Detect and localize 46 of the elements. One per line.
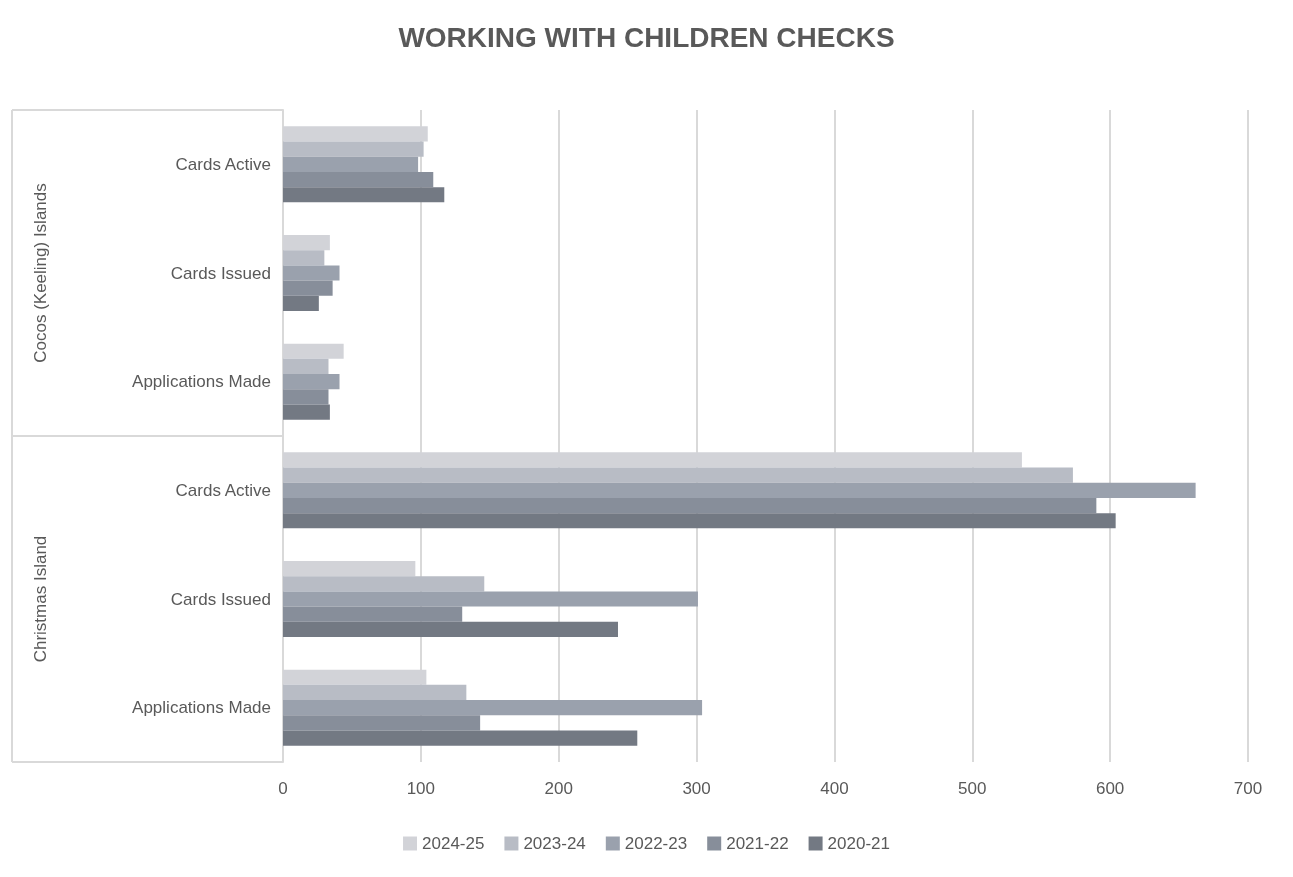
y-tick-label: Applications Made [132,372,271,392]
legend-label: 2023-24 [523,834,586,853]
text: Christmas Island [30,535,50,663]
bar [283,374,340,390]
bar [283,171,434,188]
text: Cocos (Keeling) Islands [30,183,50,363]
bar [283,250,325,266]
bar [283,265,340,281]
bar [283,606,463,622]
bar [283,715,481,731]
bar [283,730,638,746]
bar [283,576,485,592]
chart-title: WORKING WITH CHILDREN CHECKS [398,21,895,53]
bar [283,141,424,157]
bar [283,497,1097,514]
bar [283,621,618,638]
legend-label: 2020-21 [827,834,890,853]
y-tick-label: Applications Made [132,698,271,718]
legend-label: 2022-23 [624,834,688,853]
legend-label: 2021-22 [726,834,789,853]
x-tick-label: 300 [682,779,711,798]
y-tick-label: Cards Active [175,154,271,174]
x-tick-label: 600 [1095,779,1125,798]
bar [283,700,703,716]
bar [283,467,1073,483]
x-tick-label: 400 [820,779,849,798]
y-tick-label: Cards Issued [170,589,271,609]
bar [283,280,333,296]
bar [283,513,1116,529]
bar [283,156,419,172]
legend-label: 2024-25 [422,834,485,853]
x-tick-label: 200 [544,779,573,798]
bar [283,295,319,312]
bar [283,187,445,203]
bar [283,389,329,405]
x-tick-label: 700 [1233,779,1263,798]
x-tick-label: 0 [278,779,288,798]
y-tick-label: Cards Active [175,480,271,500]
bar [283,404,330,420]
x-tick-label: 100 [406,779,436,798]
bar [283,482,1196,498]
bar [283,684,467,701]
x-tick-label: 500 [958,779,987,798]
bar [283,358,329,375]
y-tick-label: Cards Issued [170,263,271,283]
bar [283,591,698,607]
